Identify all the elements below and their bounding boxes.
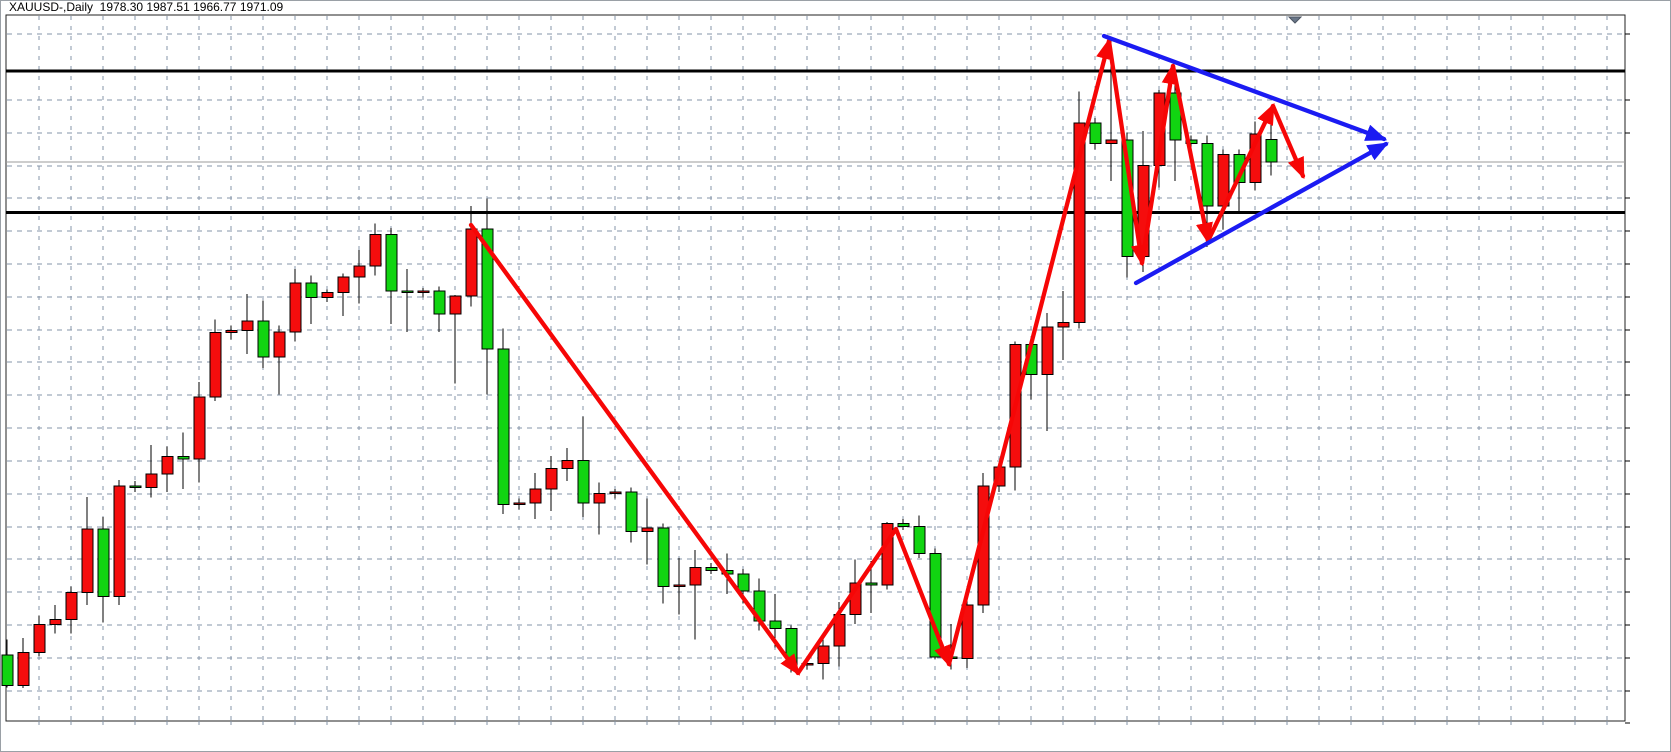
red-trend-segment — [1170, 63, 1213, 245]
bull-candle — [193, 396, 206, 460]
bull-candle — [449, 295, 462, 315]
bull-candle — [545, 468, 558, 490]
bull-candle — [369, 233, 382, 267]
bear-candle — [737, 573, 750, 592]
bull-candle — [465, 228, 478, 297]
horizontal-level-lines — [6, 69, 1625, 214]
red-trend-segment — [1205, 102, 1276, 244]
bear-candle — [401, 290, 414, 294]
chart-shift-marker-icon — [1287, 16, 1303, 24]
bear-candle — [1089, 122, 1102, 144]
bear-candle — [385, 233, 398, 292]
red-trend-segment — [1139, 62, 1179, 266]
bull-candle — [209, 331, 222, 398]
bull-candle — [881, 522, 894, 586]
candles — [1, 40, 1278, 689]
bear-candle — [97, 528, 110, 597]
bear-candle — [177, 455, 190, 460]
time-axis[interactable]: 28 Dec 20223 Jan 20238 Jan 202312 Jan 20… — [1, 721, 1670, 751]
red-zigzag-annotation — [468, 37, 1306, 676]
red-trend-segment — [946, 37, 1113, 667]
blue-trend-line — [1133, 141, 1390, 286]
bull-candle — [225, 329, 238, 333]
bull-candle — [161, 455, 174, 475]
bull-candle — [1073, 122, 1086, 323]
bull-candle — [337, 276, 350, 294]
red-trend-segment — [468, 222, 801, 676]
bull-candle — [65, 592, 78, 620]
bull-candle — [417, 290, 430, 294]
red-trend-segment — [1106, 38, 1148, 267]
bear-candle — [129, 485, 142, 488]
blue-trend-line — [1101, 33, 1388, 142]
bull-candle — [529, 488, 542, 504]
price-axis-ticks — [1625, 33, 1630, 724]
bull-candle — [289, 282, 302, 333]
bear-candle — [705, 566, 718, 572]
bear-candle — [433, 290, 446, 315]
bear-candle — [305, 282, 318, 298]
bull-candle — [241, 320, 254, 331]
blue-triangle-annotation — [1101, 33, 1390, 286]
bull-candle — [321, 292, 334, 298]
bull-candle — [1105, 139, 1118, 144]
bull-candle — [113, 485, 126, 597]
bull-candle — [353, 265, 366, 278]
chart-title-ohlc: XAUUSD-,Daily 1978.30 1987.51 1966.77 19… — [9, 0, 284, 14]
bull-candle — [609, 491, 622, 495]
red-trend-segment — [893, 526, 952, 668]
bull-candle — [1041, 326, 1054, 375]
red-trend-segment — [1270, 103, 1306, 180]
bear-candle — [257, 320, 270, 358]
bull-candle — [961, 604, 974, 660]
bear-candle — [913, 526, 926, 554]
bull-candle — [689, 566, 702, 586]
bull-candle — [33, 624, 46, 653]
bear-candle — [865, 582, 878, 586]
bear-candle — [481, 228, 494, 350]
price-axis[interactable]: 2011.801990.801980.301959.601949.101938.… — [1625, 1, 1670, 751]
bear-candle — [1201, 142, 1214, 207]
red-trend-segment — [795, 526, 899, 676]
bull-candle — [49, 618, 62, 626]
bear-candle — [577, 460, 590, 504]
bull-candle — [817, 645, 830, 664]
bear-candle — [1, 654, 14, 686]
bear-candle — [897, 522, 910, 528]
bull-candle — [81, 528, 94, 594]
bull-candle — [1057, 321, 1070, 328]
bull-candle — [593, 493, 606, 504]
bull-candle — [145, 473, 158, 488]
bear-candle — [1265, 138, 1278, 163]
bear-candle — [769, 620, 782, 630]
bull-candle — [273, 331, 286, 358]
bull-candle — [513, 502, 526, 506]
bull-candle — [561, 460, 574, 470]
plot-frame — [5, 14, 1626, 722]
bear-candle — [497, 348, 510, 506]
bull-candle — [17, 651, 30, 686]
bull-candle — [673, 584, 686, 587]
bull-candle — [641, 527, 654, 532]
bear-candle — [657, 527, 670, 587]
bear-candle — [625, 491, 638, 532]
